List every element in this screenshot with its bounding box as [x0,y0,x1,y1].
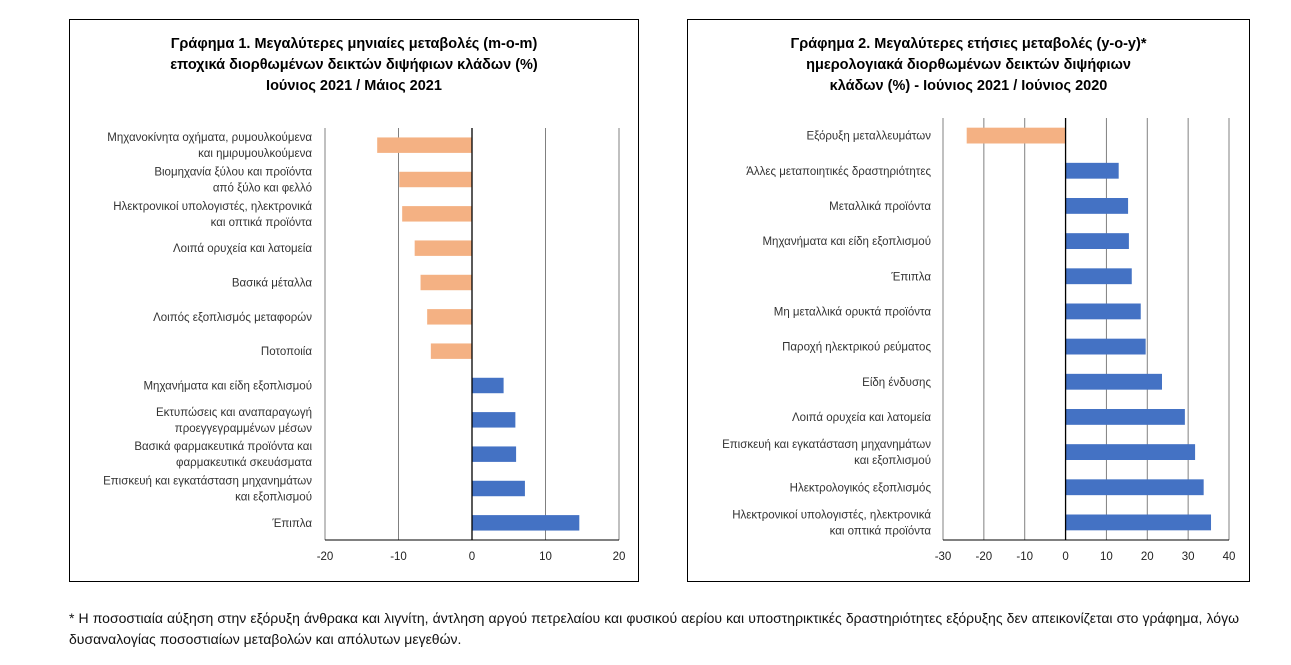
category-label: Μεταλλικά προϊόντα [829,201,931,213]
tick-label: -20 [976,551,993,563]
bar [420,274,472,291]
category-label: Λοιπός εξοπλισμός μεταφορών [153,312,312,324]
category-label: και εξοπλισμού [854,455,931,467]
bar [1065,514,1212,531]
category-label: Εξόρυξη μεταλλευμάτων [806,131,931,143]
category-label: Βιομηχανία ξύλου και προϊόντα [154,167,312,179]
category-label: Είδη ένδυσης [862,377,931,389]
chart-panel-yearly: Γράφημα 2. Μεγαλύτερες ετήσιες μεταβολές… [687,19,1250,582]
category-label: Λοιπά ορυχεία και λατομεία [173,243,312,255]
chart-title-line: Ιούνιος 2021 / Μάιος 2021 [266,78,442,94]
tick-label: 0 [469,551,475,563]
bar [472,377,504,394]
chart-panel-monthly: Γράφημα 1. Μεγαλύτερες μηνιαίες μεταβολέ… [69,19,639,582]
category-label: Άλλες μεταποιητικές δραστηριότητες [746,166,931,178]
category-label: Ποτοποιία [261,346,312,358]
bar [472,515,580,531]
bar [1065,338,1146,355]
category-label: Έπιπλα [271,518,312,530]
category-label: Λοιπά ορυχεία και λατομεία [792,412,931,424]
category-label: Ηλεκτρονικοί υπολογιστές, ηλεκτρονικά [732,509,931,521]
tick-label: 0 [1062,551,1068,563]
chart-title-line: εποχικά διορθωμένων δεικτών διψήφιων κλά… [170,57,538,73]
category-label: Μηχανοκίνητα οχήματα, ρυμουλκούμενα [107,132,312,144]
bar [430,343,472,359]
bar [1065,409,1185,425]
category-label: προεγγεγραμμένων μέσων [175,423,312,435]
category-label: Επισκευή και εγκατάσταση μηχανημάτων [722,439,931,451]
tick-label: 20 [1141,551,1154,563]
category-label: Ηλεκτρονικοί υπολογιστές, ηλεκτρονικά [113,201,312,213]
chart-title-line: Γράφημα 2. Μεγαλύτερες ετήσιες μεταβολές… [790,36,1147,52]
bar [966,127,1066,144]
category-label: Εκτυπώσεις και αναπαραγωγή [156,407,312,419]
bar [1065,444,1196,460]
tick-label: -10 [390,551,407,563]
category-label: και ημιρυμουλκούμενα [198,148,312,160]
category-label: από ξύλο και φελλό [213,183,312,195]
bar [427,309,472,325]
category-label: Βασικά μέταλλα [232,278,313,290]
category-label: Ηλεκτρολογικός εξοπλισμός [790,482,932,494]
monthly-bar-chart: Μηχανοκίνητα οχήματα, ρυμουλκούμενα και η… [103,128,626,563]
category-label: Επισκευή και εγκατάσταση μηχανημάτων [103,476,312,488]
tick-label: 10 [1100,551,1113,563]
bar [1065,268,1132,285]
footnote: * Η ποσοστιαία αύξηση στην εξόρυξη άνθρα… [69,610,1239,647]
bar [1065,479,1204,496]
bar [414,240,472,256]
bar [402,206,472,222]
tick-label: -20 [317,551,334,563]
bar [472,446,517,462]
category-label: Παροχή ηλεκτρικού ρεύματος [782,342,931,354]
category-label: Μηχανήματα και είδη εξοπλισμού [762,236,931,248]
bar [377,137,472,153]
bar [1065,373,1162,390]
category-label: Έπιπλα [890,271,931,283]
tick-label: 40 [1223,551,1236,563]
tick-label: -30 [935,551,952,563]
category-label: και οπτικά προϊόντα [830,525,932,537]
bar [399,171,472,188]
bar [472,412,516,428]
chart-title: Γράφημα 1. Μεγαλύτερες μηνιαίες μεταβολέ… [70,34,638,97]
category-label: Μη μεταλλικά ορυκτά προϊόντα [774,306,932,318]
category-label: Βασικά φαρμακευτικά προϊόντα και [134,441,312,453]
bar [1065,162,1119,179]
bar [472,480,525,497]
tick-label: 10 [539,551,552,563]
category-label: και εξοπλισμού [235,492,312,504]
tick-label: 30 [1182,551,1195,563]
tick-label: -10 [1016,551,1033,563]
category-label: και οπτικά προϊόντα [211,217,313,229]
chart-title: Γράφημα 2. Μεγαλύτερες ετήσιες μεταβολές… [688,34,1249,97]
bar [1065,303,1141,320]
bar [1065,198,1129,214]
yearly-bar-chart: Εξόρυξη μεταλλευμάτων Άλλες μεταποιητικές… [722,118,1236,563]
category-label: Μηχανήματα και είδη εξοπλισμού [143,381,312,393]
chart-title-line: κλάδων (%) - Ιούνιος 2021 / Ιούνιος 2020 [829,78,1108,94]
chart-title-line: ημερολογιακά διορθωμένων δεικτών διψήφιω… [806,57,1131,73]
tick-label: 20 [613,551,626,563]
bar [1065,233,1129,249]
category-label: φαρμακευτικά σκευάσματα [176,457,312,469]
chart-title-line: Γράφημα 1. Μεγαλύτερες μηνιαίες μεταβολέ… [170,36,538,52]
